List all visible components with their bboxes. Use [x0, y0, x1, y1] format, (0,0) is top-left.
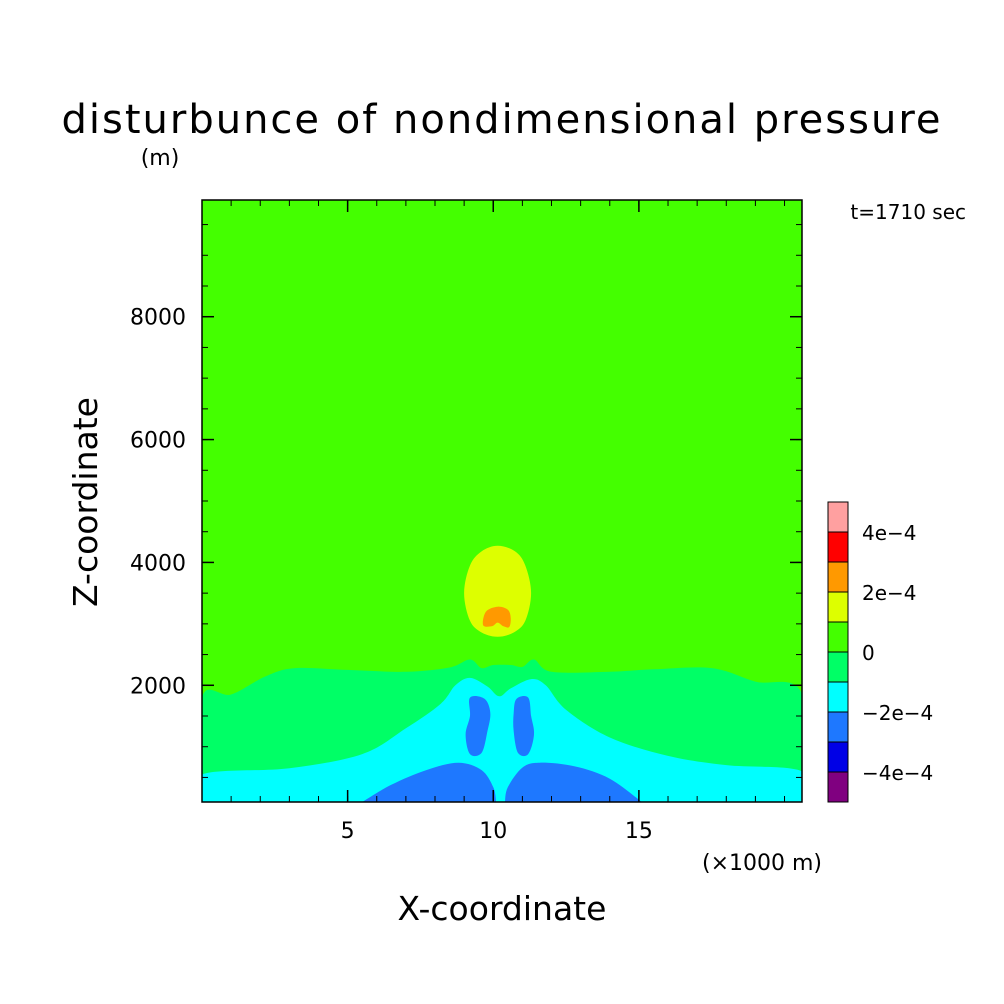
- colorbar-swatch: [827, 771, 849, 803]
- colorbar-swatch: [827, 711, 849, 743]
- colorbar-label: −4e−4: [862, 761, 933, 785]
- contour-regions: [202, 200, 802, 802]
- time-label: t=1710 sec: [850, 200, 966, 224]
- x-axis-ticks: 5 10 15: [341, 200, 653, 844]
- colorbar-swatch: [827, 531, 849, 563]
- colorbar-swatch: [827, 501, 849, 533]
- contour-region-positive-core: [482, 606, 511, 628]
- colorbar-swatch: [827, 651, 849, 683]
- contour-region-negative-core-right: [513, 696, 535, 757]
- y-axis-title: Z-coordinate: [66, 397, 105, 607]
- colorbar-swatch: [827, 561, 849, 593]
- contour-region-background: [202, 200, 802, 802]
- y-tick-label: 2000: [130, 674, 186, 699]
- contour-region-negative-surface-left: [362, 762, 497, 802]
- chart-title: disturbunce of nondimensional pressure: [62, 97, 943, 143]
- colorbar-swatch: [827, 681, 849, 713]
- x-tick-label: 15: [625, 819, 653, 844]
- contour-region-negative-core-left: [465, 696, 491, 757]
- colorbar-label: 0: [862, 641, 875, 665]
- colorbar-swatch: [827, 591, 849, 623]
- colorbar-label: 2e−4: [862, 581, 917, 605]
- x-axis-title: X-coordinate: [398, 889, 607, 928]
- y-tick-label: 8000: [130, 306, 186, 331]
- x-tick-label: 10: [479, 819, 507, 844]
- contour-region-positive-bubble: [464, 545, 532, 637]
- colorbar: −4e−4 −2e−4 0 2e−4 4e−4: [827, 501, 933, 803]
- contour-region-negative-surface-right: [504, 762, 642, 802]
- y-tick-label: 4000: [130, 551, 186, 576]
- colorbar-label: −2e−4: [862, 701, 933, 725]
- y-tick-label: 6000: [130, 429, 186, 454]
- x-unit-note: (×1000 m): [702, 851, 822, 876]
- y-axis-ticks: 2000 4000 6000 8000: [130, 306, 802, 699]
- colorbar-swatch: [827, 621, 849, 653]
- x-tick-label: 5: [341, 819, 355, 844]
- colorbar-label: 4e−4: [862, 521, 917, 545]
- units-label: (m): [141, 146, 180, 171]
- contour-region-low-level-negative-layer: [202, 677, 802, 802]
- colorbar-swatch: [827, 741, 849, 773]
